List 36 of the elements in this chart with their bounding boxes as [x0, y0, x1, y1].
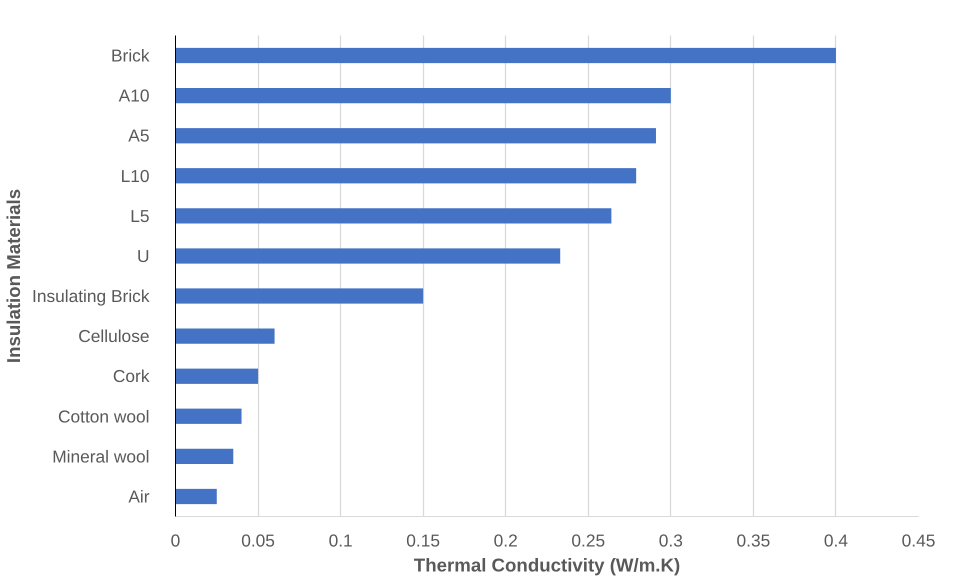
bar — [176, 368, 258, 384]
x-tick-label: 0 — [170, 530, 180, 550]
y-tick-label: U — [136, 246, 150, 266]
bar — [176, 328, 275, 344]
x-axis-title: Thermal Conductivity (W/m.K) — [414, 554, 680, 576]
y-tick-label: Cork — [112, 366, 150, 386]
y-tick-label: Cotton wool — [58, 406, 150, 426]
x-tick-label: 0.2 — [494, 530, 518, 550]
x-tick-label: 0.45 — [902, 530, 936, 550]
x-tick-label: 0.4 — [824, 530, 848, 550]
y-tick-label: Cellulose — [78, 326, 150, 346]
bar — [176, 408, 242, 424]
y-tick-label: Insulating Brick — [32, 286, 150, 306]
x-tick-label: 0.15 — [406, 530, 440, 550]
y-tick-label: L5 — [130, 206, 150, 226]
bar — [176, 48, 836, 64]
bar — [176, 288, 424, 304]
y-tick-label: Brick — [110, 46, 150, 66]
y-tick-label: A10 — [118, 86, 150, 106]
bar — [176, 168, 636, 184]
bar — [176, 488, 217, 504]
bar — [176, 248, 560, 264]
x-tick-label: 0.05 — [241, 530, 275, 550]
y-axis-title: Insulation Materials — [3, 188, 24, 364]
bar — [176, 128, 656, 144]
x-tick-label: 0.25 — [571, 530, 606, 550]
x-tick-label: 0.1 — [328, 530, 353, 550]
bar — [176, 88, 671, 104]
y-tick-label: L10 — [120, 166, 150, 186]
y-tick-label: A5 — [128, 126, 150, 146]
y-tick-label: Air — [128, 486, 150, 506]
bar — [176, 448, 234, 464]
x-tick-label: 0.3 — [658, 530, 683, 550]
bar — [176, 208, 612, 224]
y-tick-label: Mineral wool — [52, 446, 150, 466]
x-tick-label: 0.35 — [736, 530, 770, 550]
